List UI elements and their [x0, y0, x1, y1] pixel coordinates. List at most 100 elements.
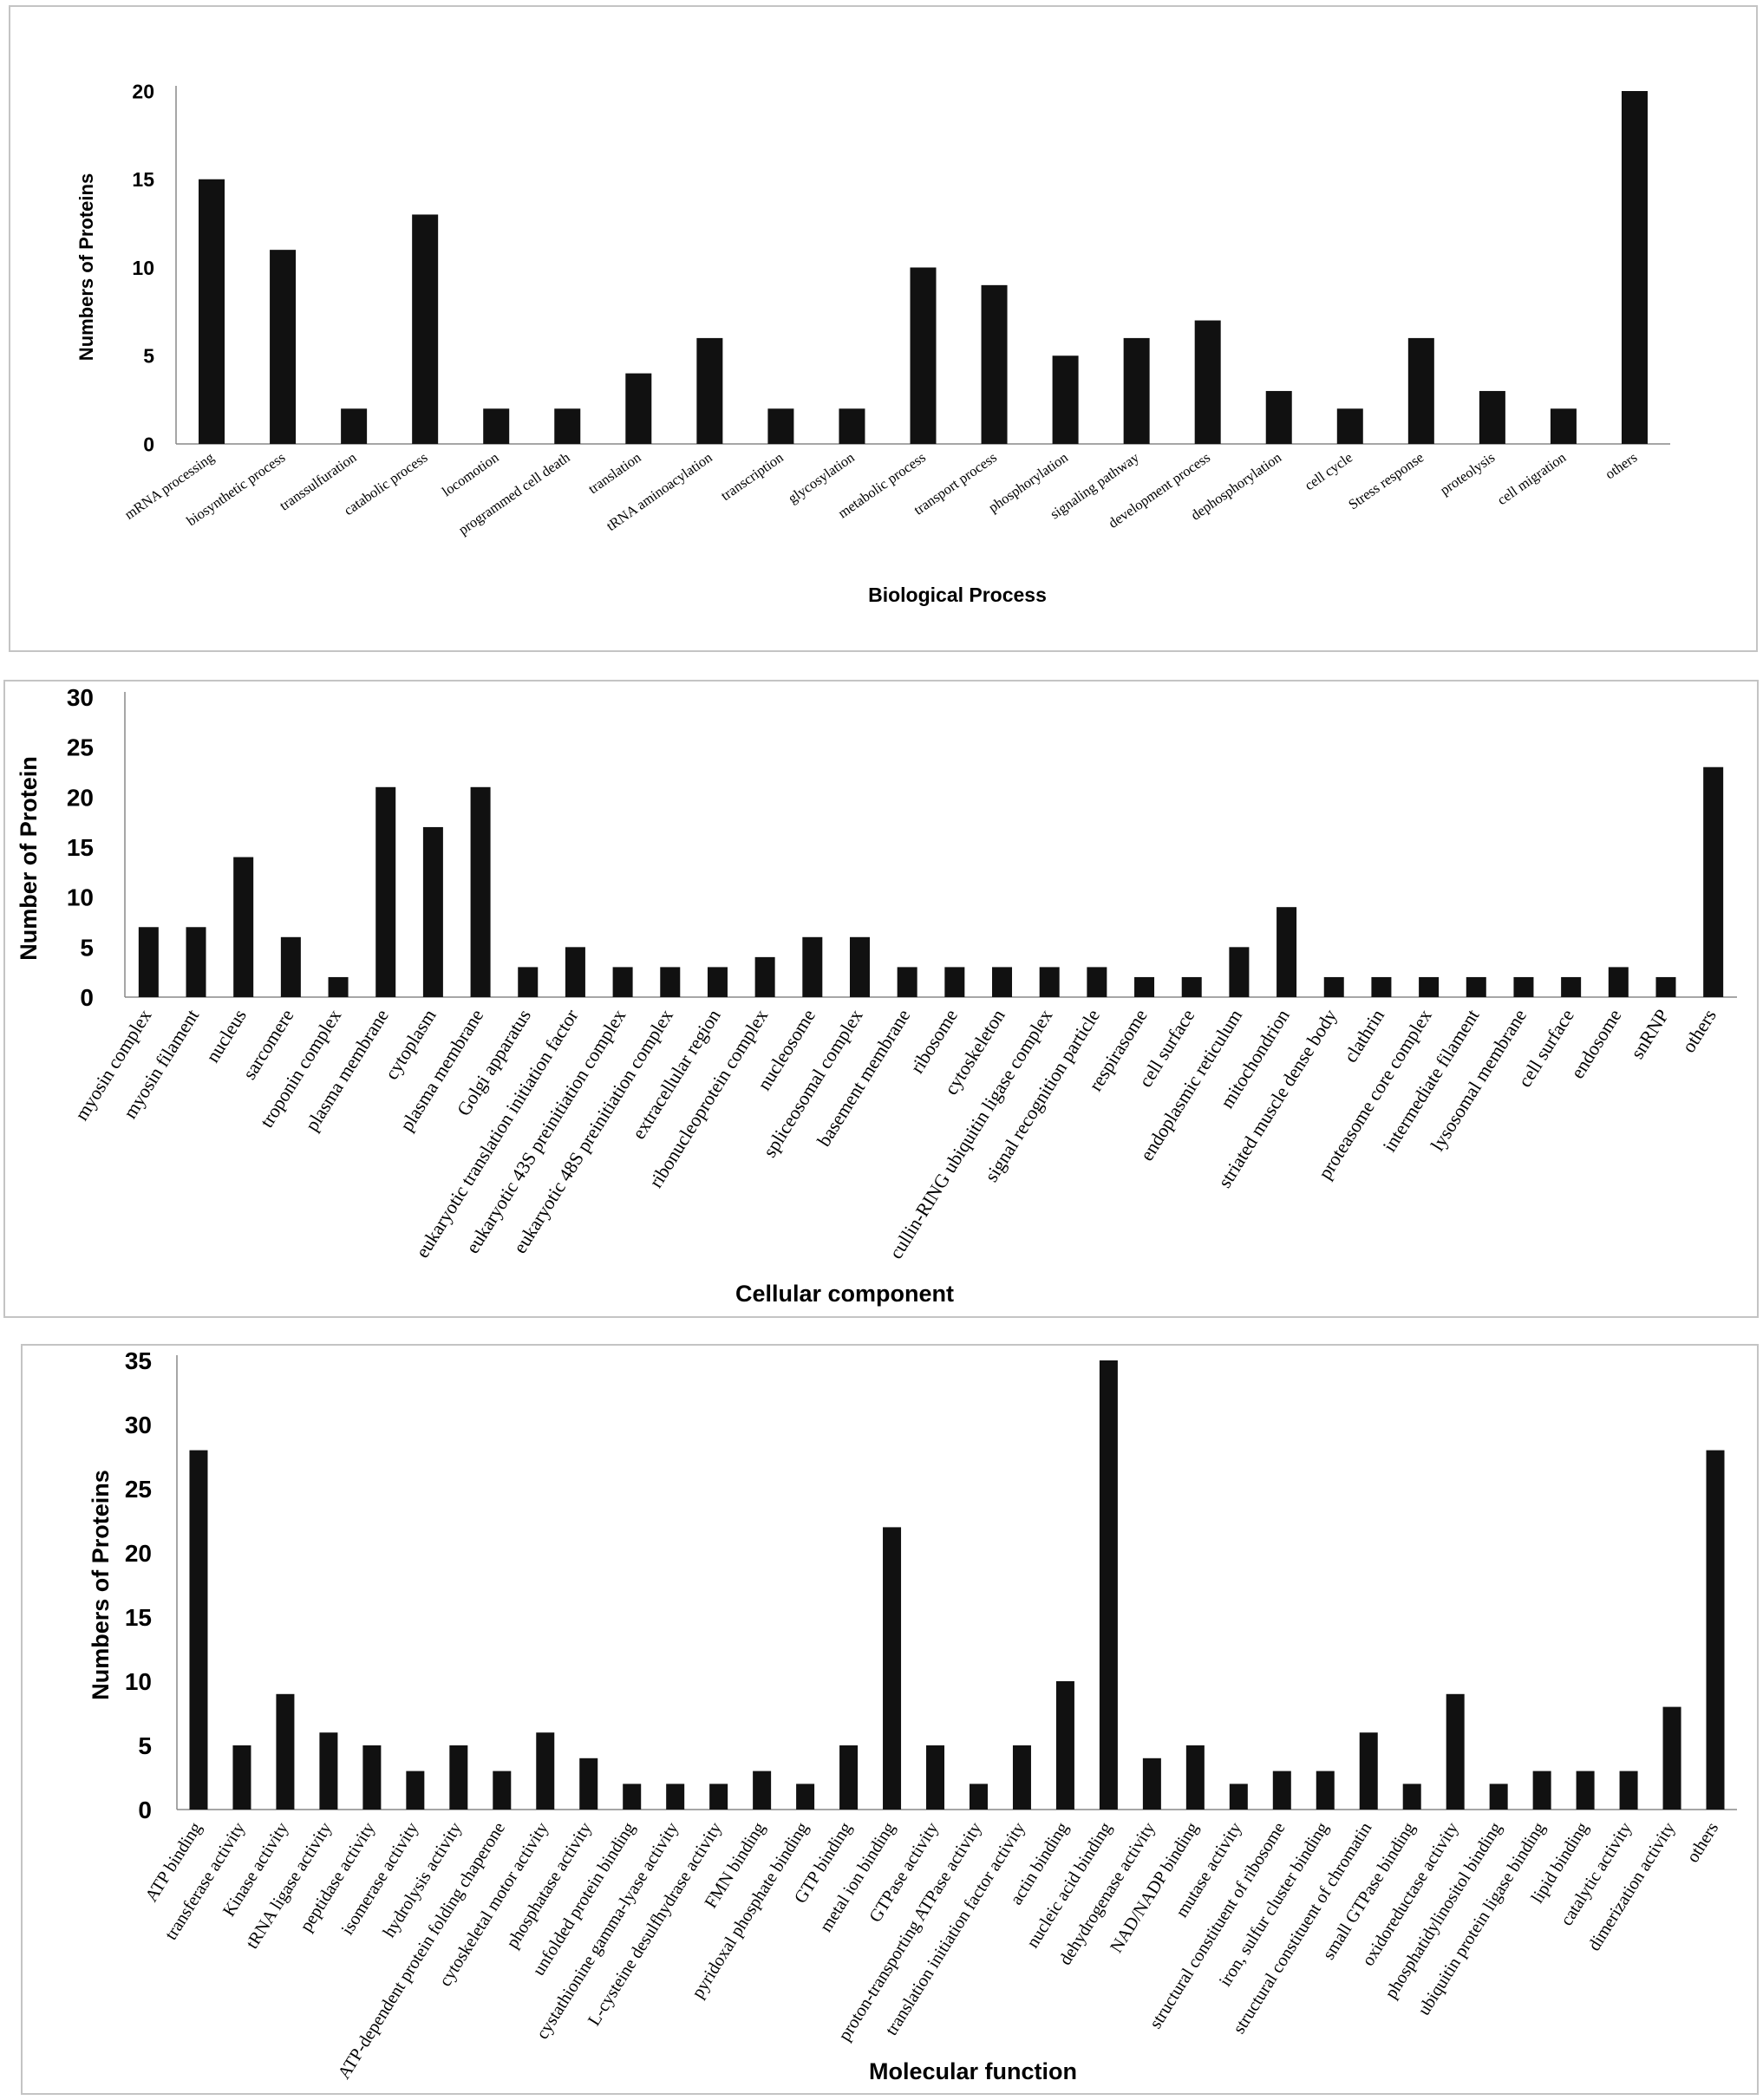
mf-bar — [1489, 1784, 1508, 1810]
cc-bar — [233, 857, 254, 997]
bp-bar — [625, 373, 652, 444]
mf-y-tick-label: 15 — [125, 1604, 152, 1631]
bp-category-label: transcription — [717, 449, 786, 504]
bp-bar — [341, 408, 368, 444]
bp-y-tick-label: 0 — [143, 433, 154, 455]
mf-bar — [1402, 1784, 1421, 1810]
mf-bar — [969, 1784, 988, 1810]
mf-bar — [1272, 1771, 1291, 1810]
bp-category-label: Stress response — [1345, 449, 1427, 513]
cc-bar — [1371, 976, 1392, 997]
cc-bar — [518, 967, 539, 997]
mf-bar — [276, 1693, 295, 1810]
mf-y-tick-label: 10 — [125, 1668, 152, 1695]
cc-bar — [375, 786, 396, 997]
mf-bar — [1316, 1771, 1335, 1810]
bp-category-label: cell cycle — [1302, 449, 1355, 494]
cc-y-tick-label: 30 — [67, 684, 94, 711]
cc-bar — [1039, 967, 1060, 997]
cc-y-tick-label: 10 — [67, 884, 94, 911]
cc-bar — [1561, 976, 1582, 997]
mf-category-label: hydrolysis activity — [380, 1818, 467, 1940]
mf-bar — [493, 1771, 512, 1810]
cc-bar — [328, 976, 349, 997]
bp-bar — [199, 179, 225, 444]
bp-bar — [270, 250, 297, 444]
mf-bar — [579, 1758, 598, 1810]
mf-bar — [753, 1771, 772, 1810]
mf-category-label: transferase activity — [161, 1818, 249, 1943]
cc-bar — [1513, 976, 1534, 997]
cc-y-tick-label: 20 — [67, 784, 94, 811]
cc-bar — [470, 786, 491, 997]
biological-process-panel — [9, 5, 1758, 652]
mf-y-tick-label: 25 — [125, 1476, 152, 1503]
bp-bar — [1550, 408, 1577, 444]
mf-y-tick-label: 35 — [125, 1347, 152, 1374]
cc-y-axis-title: Number of Protein — [16, 756, 42, 961]
bp-category-label: cell migration — [1494, 449, 1569, 508]
cc-bar — [186, 927, 206, 997]
cc-y-tick-label: 25 — [67, 734, 94, 761]
bp-bar — [1621, 91, 1648, 444]
cc-y-tick-label: 5 — [80, 934, 94, 961]
cc-bar — [422, 826, 443, 997]
bp-bar — [767, 408, 794, 444]
cc-bar — [1608, 967, 1629, 997]
cc-bar — [1087, 967, 1107, 997]
cc-y-tick-label: 15 — [67, 834, 94, 861]
mf-bar — [709, 1784, 728, 1810]
bp-bar — [1265, 390, 1292, 444]
mf-bar — [1012, 1745, 1031, 1810]
cc-y-tick-label: 0 — [80, 984, 94, 1011]
cc-bar — [802, 936, 823, 997]
cc-bar — [944, 967, 965, 997]
cc-bar — [1323, 976, 1344, 997]
bp-x-axis-title: Biological Process — [868, 584, 1047, 606]
cc-bar — [1134, 976, 1155, 997]
mf-x-axis-title: Molecular function — [869, 2058, 1077, 2084]
mf-bar — [1229, 1784, 1248, 1810]
mf-bar — [666, 1784, 685, 1810]
mf-bar — [406, 1771, 425, 1810]
bp-bar — [412, 214, 439, 444]
mf-bar — [1359, 1732, 1378, 1810]
bp-y-axis-title: Numbers of Proteins — [75, 173, 97, 361]
cc-category-label: snRNP — [1626, 1005, 1673, 1062]
cc-category-label: others — [1677, 1005, 1721, 1056]
mf-bar — [1619, 1771, 1638, 1810]
cc-category-label: clathrin — [1339, 1005, 1388, 1066]
mf-bar — [319, 1732, 338, 1810]
cc-bar — [897, 967, 917, 997]
mf-bar — [362, 1745, 382, 1810]
mf-bar — [1576, 1771, 1595, 1810]
bp-category-label: glycosylation — [785, 449, 858, 507]
cc-bar — [280, 936, 301, 997]
mf-bar — [189, 1450, 208, 1810]
mf-y-tick-label: 30 — [125, 1412, 152, 1438]
mf-bar — [1706, 1450, 1725, 1810]
bp-category-label: translation — [585, 449, 644, 498]
bp-y-tick-label: 15 — [132, 168, 154, 191]
mf-bar — [1055, 1681, 1074, 1810]
mf-bar — [1142, 1758, 1161, 1810]
bp-category-label: others — [1602, 449, 1640, 483]
mf-bar — [1446, 1693, 1465, 1810]
bp-bar — [1407, 337, 1434, 444]
cc-bar — [612, 967, 633, 997]
bp-bar — [839, 408, 865, 444]
mf-y-tick-label: 0 — [138, 1797, 152, 1823]
mf-bar — [796, 1784, 815, 1810]
cc-bar — [1229, 947, 1250, 997]
mf-y-axis-title: Numbers of Proteins — [88, 1470, 114, 1700]
bp-y-tick-label: 20 — [132, 80, 154, 102]
bp-bar — [981, 284, 1008, 444]
cc-bar — [754, 956, 775, 997]
mf-bar — [839, 1745, 859, 1810]
mf-bar — [449, 1745, 468, 1810]
bp-bar — [1052, 355, 1079, 444]
cc-bar — [849, 936, 870, 997]
mf-category-label: isomerase activity — [338, 1818, 423, 1938]
cc-bar — [1703, 766, 1724, 997]
cc-bar — [1466, 976, 1486, 997]
